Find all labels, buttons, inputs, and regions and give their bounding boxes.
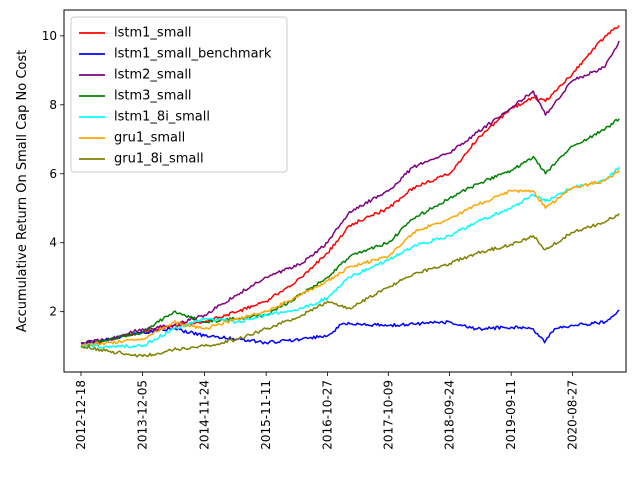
x-tick-label: 2019-09-11: [504, 380, 518, 450]
legend-label: gru1_8i_small: [114, 152, 204, 167]
x-tick-label: 2017-10-09: [381, 380, 395, 450]
x-tick-label: 2020-08-27: [566, 380, 580, 450]
x-tick-label: 2018-09-24: [443, 380, 457, 450]
legend: lstm1_small lstm1_small_benchmark lstm2_sm…: [70, 16, 288, 173]
plot-frame: [63, 9, 627, 373]
legend-label: lstm1_small: [114, 26, 192, 41]
x-tick-label: 2012-12-18: [74, 380, 88, 450]
y-tick-label: 2: [49, 305, 57, 319]
x-axis: 2012-12-18 2013-12-05 2014-11-24 2015-11-11…: [74, 372, 580, 450]
series-line-gru1-small: [80, 169, 620, 346]
x-tick-label: 2015-11-11: [259, 380, 273, 450]
series-line-gru1-8i-small: [80, 212, 620, 358]
y-axis: 2 4 6 8 10: [42, 29, 64, 319]
legend-box: [70, 16, 288, 173]
y-tick-label: 4: [49, 236, 57, 250]
series-layer: [80, 25, 620, 358]
y-tick-label: 10: [42, 29, 57, 43]
y-tick-label: 6: [49, 167, 57, 181]
legend-label: lstm1_small_benchmark: [114, 47, 272, 62]
series-line-lstm3-small: [80, 118, 620, 348]
x-tick-label: 2016-10-27: [321, 380, 335, 450]
x-tick-label: 2013-12-05: [136, 380, 150, 450]
legend-label: lstm2_small: [114, 68, 192, 83]
legend-label: lstm3_small: [114, 89, 192, 104]
y-axis-label: Accumulative Return On Small Cap No Cost: [15, 50, 30, 332]
x-tick-label: 2014-11-24: [198, 380, 212, 450]
y-tick-label: 8: [49, 98, 57, 112]
series-line-lstm1-8i-small: [80, 166, 620, 349]
legend-label: gru1_small: [114, 131, 185, 146]
legend-label: lstm1_8i_small: [114, 110, 210, 125]
